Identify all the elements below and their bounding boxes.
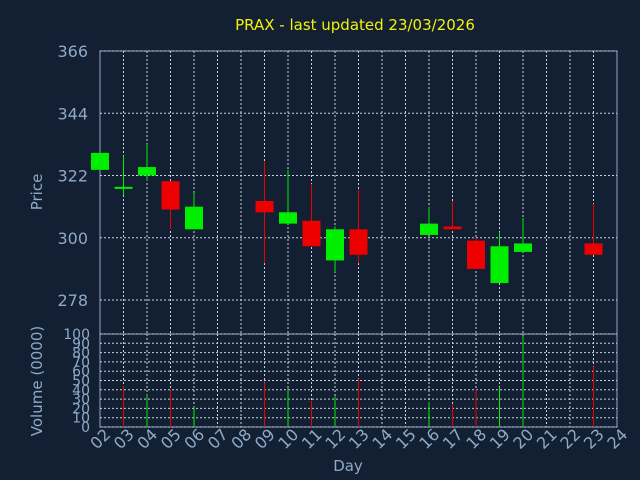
price-tick-label: 322	[57, 167, 88, 186]
volume-tick-label: 0	[81, 420, 90, 436]
volume-tick-label: 10	[72, 411, 90, 427]
candle-13	[349, 189, 368, 264]
volume-tick-label: 80	[72, 346, 90, 362]
candle-04	[138, 144, 156, 182]
volume-tick-label: 40	[72, 383, 90, 399]
x-tick-label: 24	[603, 425, 631, 453]
volume-tick-label: 30	[72, 392, 90, 408]
candle-body	[279, 212, 297, 224]
price-tick-label: 278	[57, 291, 88, 310]
price-tick-label: 344	[57, 104, 88, 123]
volume-tick-label: 60	[72, 364, 90, 380]
candle-body	[138, 167, 156, 176]
candle-12	[326, 226, 344, 272]
candle-23	[584, 203, 603, 255]
candle-19	[490, 232, 509, 284]
price-panel: 278 300 322 344 366	[57, 42, 618, 335]
candle-body	[302, 220, 321, 247]
price-axis-label: Price	[28, 174, 46, 211]
candle-16	[420, 206, 438, 235]
candle-17	[443, 200, 462, 230]
candle-06	[185, 192, 203, 230]
candle-body	[185, 206, 203, 230]
volume-tick-label: 90	[72, 336, 90, 352]
candle-body	[114, 186, 133, 189]
candle-20	[514, 217, 532, 252]
candle-10	[279, 169, 297, 224]
candle-body	[467, 240, 485, 269]
volume-axis-label: Volume (0000)	[28, 326, 46, 436]
volume-tick-label: 50	[72, 374, 90, 390]
candle-body	[349, 229, 368, 255]
price-tick-label: 300	[57, 229, 88, 248]
candle-body	[91, 152, 109, 170]
candle-body	[584, 243, 603, 255]
price-tick-label: 366	[57, 42, 88, 61]
volume-tick-label: 100	[63, 327, 90, 343]
volume-panel: 0102030405060708090100020304050607080910…	[63, 327, 631, 453]
candle-body	[490, 246, 509, 284]
candle-18	[467, 237, 485, 269]
candle-body	[255, 200, 274, 213]
volume-tick-label: 20	[72, 401, 90, 417]
candle-11	[302, 184, 321, 247]
candle-03	[114, 155, 133, 196]
candle-body	[161, 181, 180, 210]
candle-body	[514, 243, 532, 252]
candle-body	[326, 229, 344, 261]
candle-05	[161, 181, 180, 230]
candle-09	[255, 161, 274, 264]
candle-02	[91, 152, 109, 170]
volume-tick-label: 70	[72, 355, 90, 371]
chart-title: PRAX - last updated 23/03/2026	[235, 16, 475, 34]
x-axis-label: Day	[333, 457, 363, 475]
candle-body	[443, 226, 462, 230]
candle-body	[420, 223, 438, 235]
